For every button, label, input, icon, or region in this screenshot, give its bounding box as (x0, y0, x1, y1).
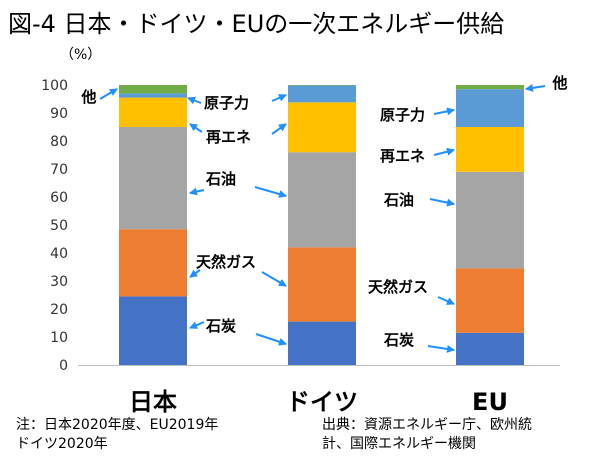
bar-segment (119, 97, 187, 127)
y-tick-label: 80 (50, 134, 68, 150)
footnote-line-2: ドイツ2020年 (16, 436, 108, 452)
bar-segment (288, 321, 356, 365)
y-tick-label: 10 (50, 330, 68, 346)
annotation-arrow (99, 88, 118, 100)
bar-segment (288, 152, 356, 248)
bar-segment (288, 247, 356, 322)
y-tick-label: 0 (59, 358, 68, 374)
segment-label: 他 (551, 74, 567, 92)
bar-segment (456, 171, 524, 269)
bar-segment (456, 268, 524, 333)
y-tick-label: 50 (50, 218, 68, 234)
x-category-label: EU (472, 388, 508, 416)
annotation-arrow (427, 344, 455, 353)
segment-label: 再エネ (380, 147, 425, 165)
y-tick-label: 40 (50, 246, 68, 262)
segment-label: 石炭 (205, 317, 236, 335)
bar-segment (288, 85, 356, 103)
bar-segment (119, 296, 187, 365)
annotation-arrow (255, 333, 287, 346)
x-category-label: 日本 (129, 388, 177, 416)
bar-segment (456, 85, 524, 90)
annotation-arrow (261, 271, 287, 287)
footnote: 注：日本2020年度、EU2019年 ドイツ2020年 (16, 416, 218, 454)
annotation-arrow (433, 147, 455, 156)
annotation-arrow (433, 107, 455, 116)
segment-label: 天然ガス (196, 253, 256, 271)
y-tick-label: 100 (41, 78, 68, 94)
y-tick-label: 30 (50, 274, 68, 290)
y-axis-unit-label: （%） (60, 47, 102, 63)
y-tick-label: 70 (50, 162, 68, 178)
annotation-arrow (525, 83, 546, 92)
segment-label: 天然ガス (368, 278, 428, 296)
annotation-arrow (187, 96, 202, 105)
source-line-1: 出典：資源エネルギー庁、欧州統 (322, 417, 532, 433)
footnote-line-1: 注：日本2020年度、EU2019年 (16, 417, 219, 433)
source-line-2: 計、国際エネルギー機関 (322, 436, 476, 452)
x-category-label: ドイツ (286, 388, 358, 416)
annotation-arrow (189, 321, 205, 329)
bar-segment (456, 127, 524, 172)
annotation-arrow (189, 269, 201, 278)
bar-segment (288, 102, 356, 153)
annotation-arrow (254, 186, 287, 198)
bar-segment (119, 127, 187, 230)
segment-label: 他 (80, 88, 96, 106)
bar-segment (456, 332, 524, 365)
annotation-arrow (271, 123, 287, 135)
segment-label: 石油 (383, 191, 414, 209)
bar-segment (288, 85, 356, 86)
annotation-arrow (189, 123, 203, 133)
segment-label: 石油 (205, 170, 236, 188)
annotation-arrow (271, 94, 287, 102)
annotation-arrow (189, 187, 205, 196)
segment-label: 石炭 (383, 331, 414, 349)
y-tick-label: 20 (50, 302, 68, 318)
annotation-arrow (437, 296, 455, 305)
segment-label: 再エネ (206, 128, 251, 146)
bar-segment (119, 229, 187, 297)
bar-segment (456, 89, 524, 127)
y-tick-label: 90 (50, 106, 68, 122)
y-tick-label: 60 (50, 190, 68, 206)
segment-label: 原子力 (204, 94, 249, 112)
annotation-arrow (429, 198, 455, 207)
bar-segment (119, 85, 187, 94)
chart-title: 図-4 日本・ドイツ・EUの一次エネルギー供給 (8, 10, 505, 38)
source-note: 出典：資源エネルギー庁、欧州統 計、国際エネルギー機関 (322, 416, 532, 454)
bar-segment (119, 93, 187, 98)
segment-label: 原子力 (380, 106, 425, 124)
